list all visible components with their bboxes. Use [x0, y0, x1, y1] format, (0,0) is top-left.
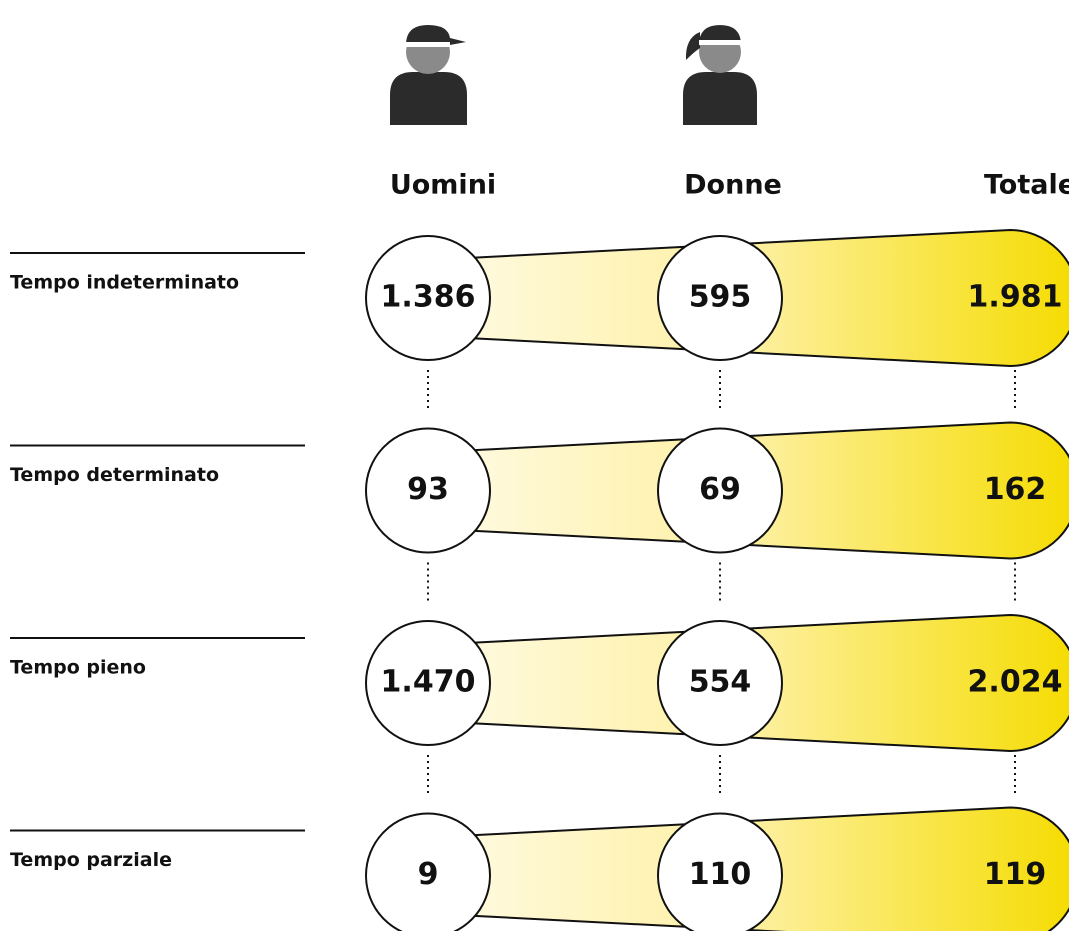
- value: 110: [689, 857, 752, 892]
- value: 554: [689, 665, 752, 700]
- value: 162: [984, 472, 1047, 507]
- value: 1.981: [968, 280, 1063, 315]
- value: 1.386: [381, 280, 476, 315]
- value-circle: [365, 235, 491, 361]
- row-label: Tempo indeterminato: [10, 272, 239, 294]
- value-circle: [657, 620, 783, 746]
- column-header: Uomini: [390, 170, 496, 201]
- column-header: Donne: [684, 170, 782, 201]
- value: 1.470: [381, 665, 476, 700]
- value-circle: [365, 427, 491, 554]
- value-circle: [365, 620, 491, 746]
- value-circle: [365, 812, 491, 931]
- value: 93: [407, 472, 449, 507]
- column-header: Totale: [984, 170, 1069, 201]
- value: 119: [984, 857, 1047, 892]
- value-circle: [657, 235, 783, 361]
- icon-man: [390, 25, 467, 125]
- icon-woman: [683, 25, 757, 125]
- value-circle: [657, 427, 783, 554]
- value: 595: [689, 280, 752, 315]
- value-circle: [657, 812, 783, 931]
- value: 9: [418, 857, 439, 892]
- row-label: Tempo pieno: [10, 657, 146, 679]
- row-label: Tempo determinato: [10, 464, 219, 486]
- value: 2.024: [968, 665, 1063, 700]
- row-label: Tempo parziale: [10, 849, 172, 871]
- value: 69: [699, 472, 741, 507]
